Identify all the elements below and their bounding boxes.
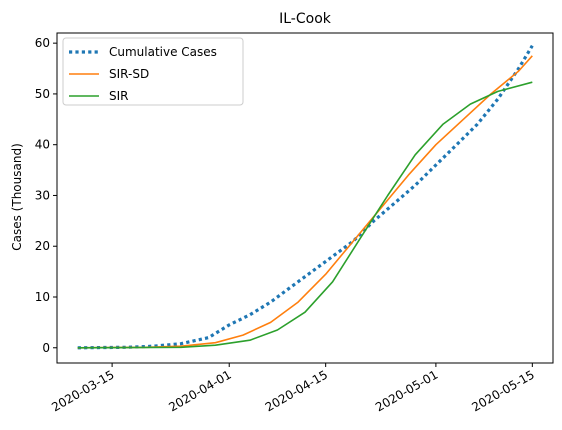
chart-title: IL-Cook: [279, 11, 332, 27]
x-tick-label: 2020-04-01: [166, 367, 233, 414]
y-tick-label: 40: [35, 138, 50, 152]
x-tick-label: 2020-05-15: [469, 367, 536, 414]
y-tick-label: 50: [35, 87, 50, 101]
y-tick-label: 10: [35, 290, 50, 304]
y-axis-label: Cases (Thousand): [10, 143, 24, 251]
y-tick-label: 0: [42, 341, 50, 355]
plot-frame: [56, 32, 554, 364]
series-layer: [77, 44, 534, 350]
x-tick-label: 2020-05-01: [373, 367, 440, 414]
y-tick-label: 60: [35, 36, 50, 50]
legend-entry: Cumulative Cases: [109, 45, 217, 59]
series-line-sir: [77, 81, 533, 349]
legend-box: [62, 37, 244, 106]
legend-entry: SIR: [109, 89, 129, 103]
x-tick-label: 2020-03-15: [49, 367, 116, 414]
y-tick-label: 20: [35, 239, 50, 253]
series-line-sir-sd: [77, 55, 533, 349]
legend: Cumulative Cases SIR-SD SIR: [62, 37, 244, 106]
x-tick-label: 2020-04-15: [263, 367, 330, 414]
y-tick-label: 30: [35, 188, 50, 202]
legend-entry: SIR-SD: [109, 67, 149, 81]
